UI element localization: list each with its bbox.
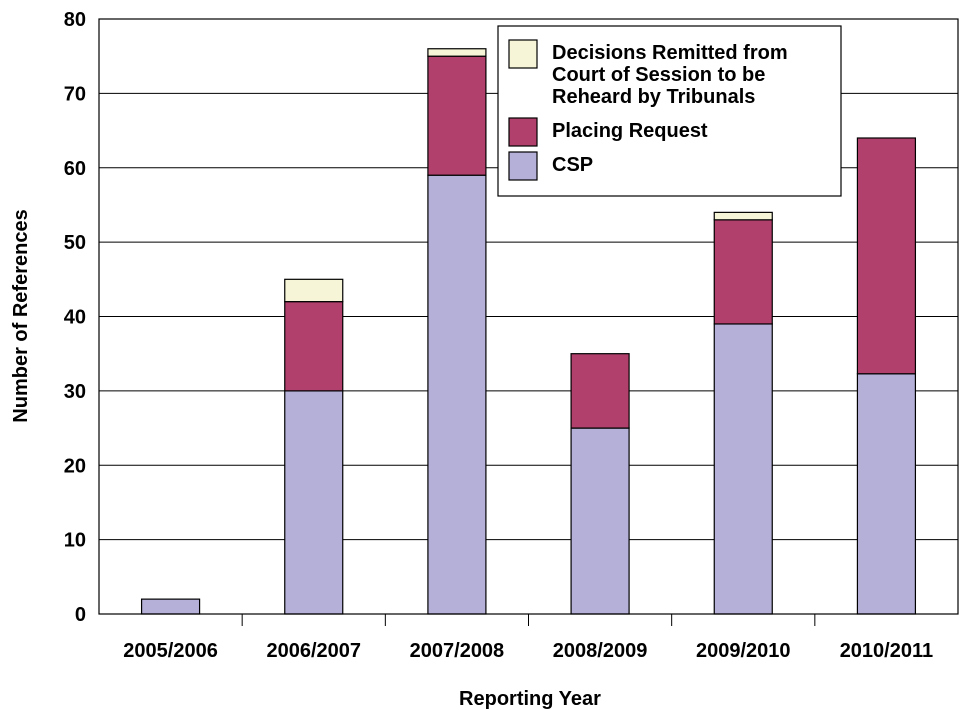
bar-segment xyxy=(570,427,630,615)
bar-segment xyxy=(140,598,201,615)
bar-segment xyxy=(284,390,344,615)
bar-segment xyxy=(284,301,344,392)
bar-segment xyxy=(427,48,487,57)
x-tick-label: 2007/2008 xyxy=(410,640,505,662)
x-tick-label: 2005/2006 xyxy=(123,640,218,662)
y-tick-label: 60 xyxy=(64,158,86,180)
bar-segment xyxy=(713,211,773,221)
bar-segment xyxy=(713,323,773,615)
legend-swatch xyxy=(508,117,538,147)
y-tick-label: 50 xyxy=(64,232,86,254)
legend-label: Reheard by Tribunals xyxy=(552,86,755,108)
y-tick-label: 30 xyxy=(64,381,86,403)
y-tick-label: 0 xyxy=(75,604,86,626)
x-tick-label: 2008/2009 xyxy=(553,640,648,662)
x-tick-label: 2006/2007 xyxy=(266,640,361,662)
x-tick-label: 2009/2010 xyxy=(696,640,791,662)
x-axis-title: Reporting Year xyxy=(459,688,601,710)
bar-segment xyxy=(427,174,487,615)
bar-segment xyxy=(284,278,344,303)
y-tick-label: 70 xyxy=(64,83,86,105)
legend-label: CSP xyxy=(552,154,593,176)
bar-segment xyxy=(427,55,487,176)
bar-segment xyxy=(570,353,630,429)
bars xyxy=(140,48,917,615)
axes: 0 10 20 30 40 50 60 70 80 2005/2006 2006/2007 2007/… xyxy=(64,9,959,662)
legend-label: Placing Request xyxy=(552,120,708,142)
legend-box xyxy=(497,25,842,197)
y-tick-label: 20 xyxy=(64,455,86,477)
bar-segment xyxy=(856,373,917,615)
bar-segment xyxy=(856,137,917,375)
x-tick-label: 2010/2011 xyxy=(840,640,933,662)
legend-swatch xyxy=(508,151,538,181)
legend-swatch xyxy=(508,39,538,69)
legend-label: Decisions Remitted from xyxy=(552,42,788,64)
y-tick-label: 80 xyxy=(64,9,86,31)
bar-segment xyxy=(713,219,773,325)
legend-label: Court of Session to be xyxy=(552,64,765,86)
y-axis-title: Number of References xyxy=(10,209,32,422)
y-tick-label: 10 xyxy=(64,530,86,552)
y-tick-label: 40 xyxy=(64,307,86,329)
